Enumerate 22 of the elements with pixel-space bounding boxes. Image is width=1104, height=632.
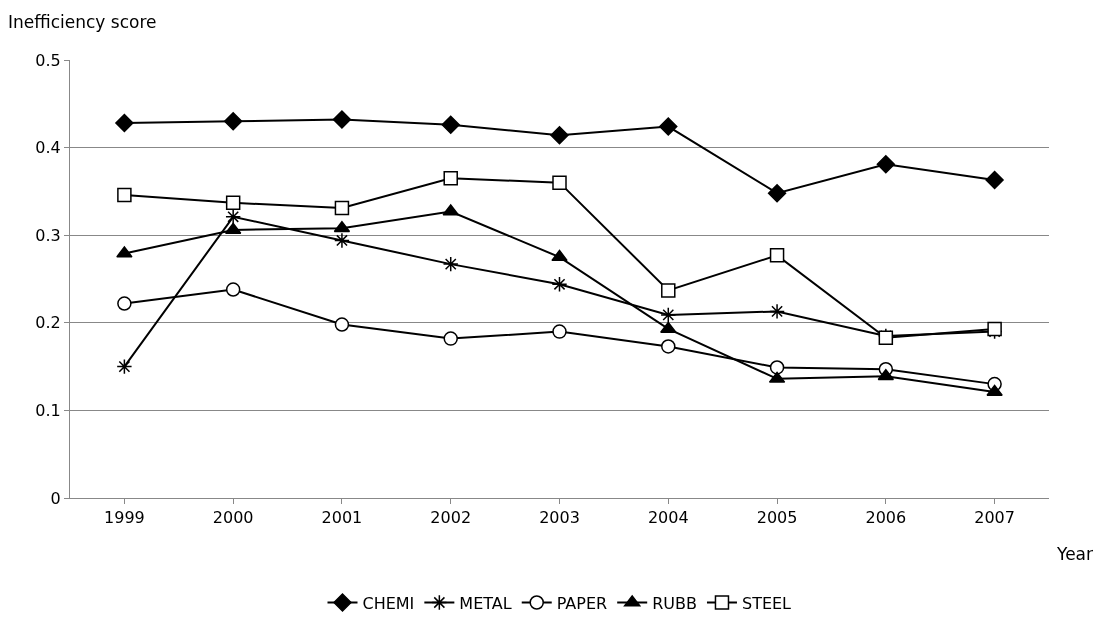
legend-label: STEEL [741,593,792,613]
legend-label: PAPER [556,593,608,613]
x-tick-label: 2003 [539,508,580,528]
y-tick-label: 0.5 [35,50,61,70]
x-tick-label: 1999 [104,508,145,528]
legend-label: RUBB [652,593,697,613]
legend-label: METAL [459,593,512,613]
x-axis-title: Year [1056,544,1093,564]
y-tick-label: 0.4 [35,138,61,158]
x-tick-label: 2006 [865,508,907,528]
y-tick-label: 0.3 [35,225,61,245]
y-tick-label: 0.1 [35,401,61,420]
x-tick-label: 2000 [212,508,254,528]
x-tick-label: 2007 [974,508,1015,528]
y-tick-label: 0.2 [35,313,61,333]
y-axis-title: Inefficiency score [8,12,157,32]
legend-label: CHEMI [362,593,415,613]
y-tick-label: 0 [50,488,61,508]
x-tick-label: 2001 [321,508,363,528]
x-tick-label: 2002 [430,508,472,528]
x-tick-label: 2005 [756,508,798,528]
x-tick-label: 2004 [647,508,689,528]
